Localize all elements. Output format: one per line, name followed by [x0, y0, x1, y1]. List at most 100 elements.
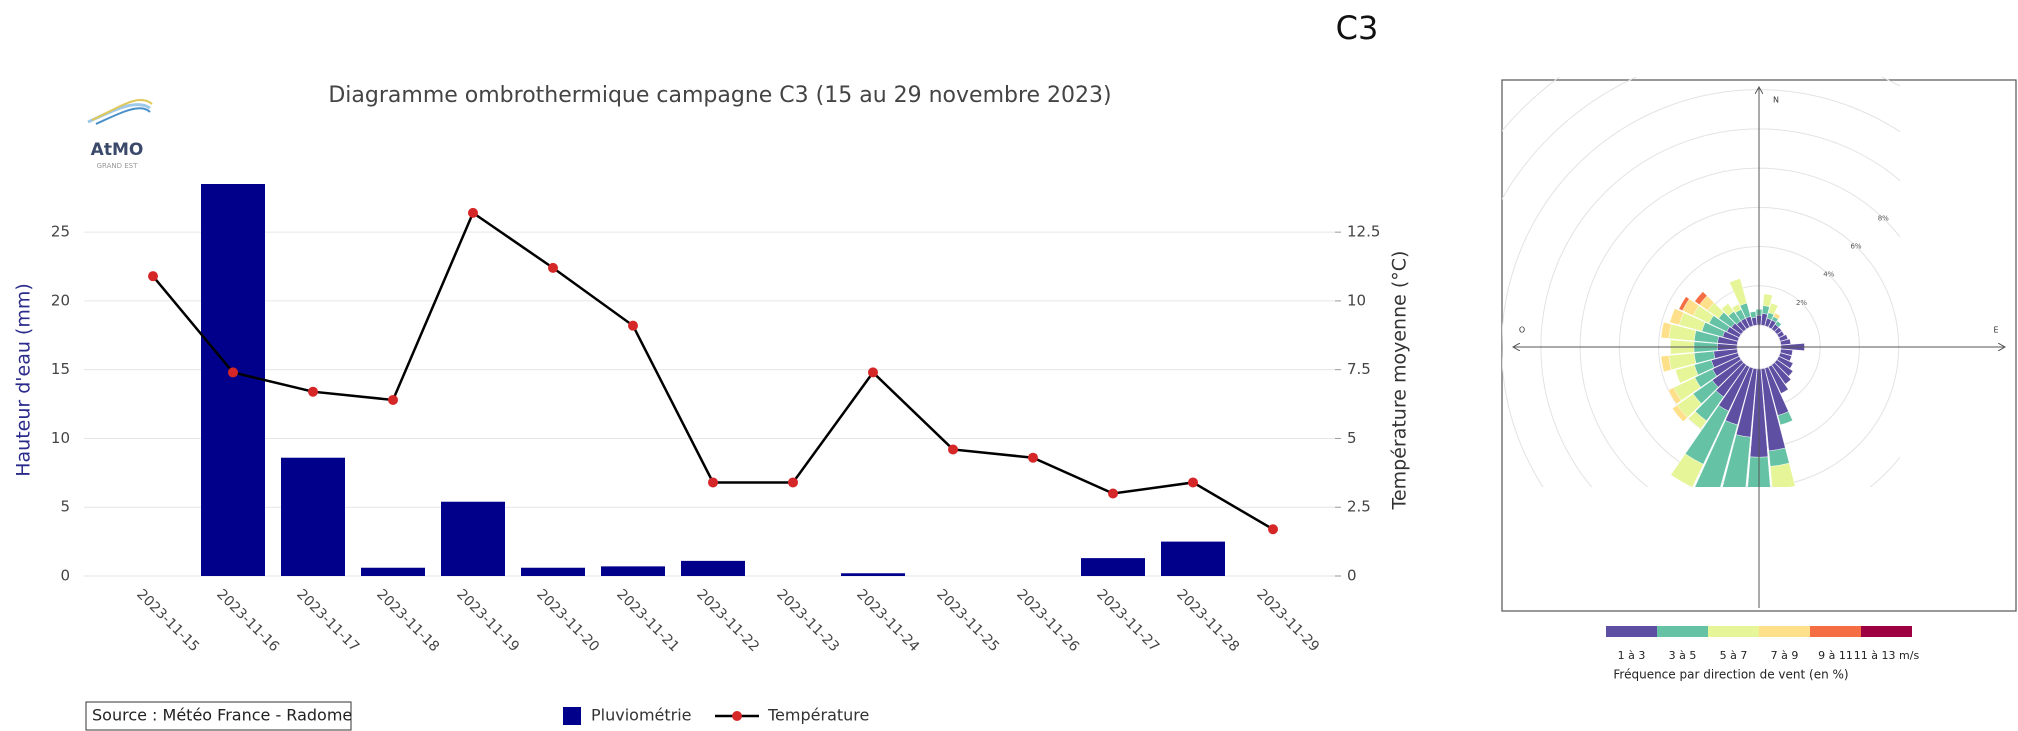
x-tick-label: 2023-11-15: [133, 586, 202, 655]
wedge: [1780, 338, 1791, 346]
x-tick-label: 2023-11-21: [613, 586, 682, 655]
x-tick-label: 2023-11-20: [533, 586, 602, 655]
wedge: [1678, 296, 1690, 311]
y-tick-label: 10: [51, 429, 70, 447]
bar: [361, 567, 425, 576]
wedge: [1778, 334, 1789, 342]
legend-label: 3 à 5: [1669, 649, 1697, 662]
direction-label: E: [1993, 326, 1998, 335]
wedge: [1774, 327, 1783, 335]
wedge: [1762, 293, 1773, 307]
y2-tick-label: 12.5: [1347, 223, 1380, 241]
wedge: [1668, 387, 1682, 405]
y-tick-label: 25: [51, 223, 70, 241]
direction-label: O: [1519, 326, 1525, 335]
x-tick-label: 2023-11-27: [1093, 586, 1162, 655]
y2-tick-label: 0: [1347, 567, 1357, 585]
legend-swatch: [1657, 626, 1708, 637]
legend-label: 11 à 13 m/s: [1854, 649, 1920, 662]
x-tick-label: 2023-11-18: [373, 586, 442, 655]
legend-label: 9 à 11: [1818, 649, 1853, 662]
marker: [1268, 524, 1278, 535]
rose-plot: 2%4%6%8%10%12%14%16%18%: [1502, 77, 1900, 487]
marker: [308, 386, 318, 397]
wedge: [1694, 291, 1708, 305]
wedge: [1729, 278, 1748, 306]
marker: [788, 477, 798, 488]
legend-label: 7 à 9: [1771, 649, 1799, 662]
x-tick-label: 2023-11-24: [853, 586, 922, 655]
y2-tick-label: 7.5: [1347, 360, 1371, 378]
bar: [601, 566, 665, 576]
bar: [201, 184, 265, 576]
wedge: [1777, 411, 1793, 426]
marker: [948, 444, 958, 455]
bar: [441, 501, 505, 576]
wedge: [1776, 330, 1785, 338]
marker: [1108, 488, 1118, 499]
wedge: [1780, 348, 1793, 356]
y-tick-label: 0: [60, 567, 70, 585]
bar: [281, 457, 345, 576]
wedge: [1770, 462, 1796, 487]
y-tick-label: 20: [51, 291, 70, 309]
marker: [228, 367, 238, 378]
wedge: [1721, 303, 1735, 317]
wedge: [1768, 364, 1789, 394]
y2-tick-label: 5: [1347, 429, 1357, 447]
legend-swatch: [732, 711, 742, 721]
logo: AtMO GRAND EST: [87, 99, 153, 170]
marker: [628, 320, 638, 331]
legend-swatch: [1759, 626, 1810, 637]
y-axis-title: Hauteur d'eau (mm): [13, 283, 35, 477]
legend-label: Température: [767, 706, 869, 725]
r-tick-label: 2%: [1796, 299, 1807, 307]
source: Source : Météo France - Radome: [92, 706, 352, 725]
wedge: [1776, 356, 1794, 369]
r-tick-label: 4%: [1823, 271, 1834, 279]
y2-axis-title: Température moyenne (°C): [1389, 251, 1411, 511]
marker: [548, 262, 558, 273]
y2-tick-label: 10: [1347, 291, 1366, 309]
wedge: [1778, 352, 1792, 362]
marker: [1188, 477, 1198, 488]
x-tick-label: 2023-11-23: [773, 586, 842, 655]
legend-label: Pluviométrie: [591, 706, 692, 725]
marker: [1028, 452, 1038, 463]
source-box: [85, 701, 352, 731]
bar: [521, 567, 585, 576]
wedge: [1670, 453, 1704, 487]
legend-swatch: [1606, 626, 1657, 637]
r-tick-label: 8%: [1878, 214, 1889, 222]
x-tick-label: 2023-11-28: [1173, 586, 1242, 655]
wedge: [1749, 311, 1757, 319]
x-tick-label: 2023-11-19: [453, 586, 522, 655]
bar: [681, 560, 745, 576]
y-tick-label: 5: [60, 498, 70, 516]
wedge: [1771, 362, 1792, 385]
legend-label: 5 à 7: [1720, 649, 1748, 662]
x-tick-label: 2023-11-25: [933, 586, 1002, 655]
y2-tick-label: 2.5: [1347, 498, 1371, 516]
legend-label: 1 à 3: [1618, 649, 1646, 662]
wedge: [1660, 355, 1672, 373]
marker: [868, 367, 878, 378]
wedge: [1688, 411, 1707, 430]
bar: [1161, 541, 1225, 576]
wedge: [1722, 434, 1751, 487]
direction-label: N: [1773, 96, 1779, 105]
legend-swatch: [1708, 626, 1759, 637]
rose-legend-title: Fréquence par direction de vent (en %): [1613, 668, 1848, 682]
r-tick-label: 6%: [1850, 243, 1861, 251]
chart-title: Diagramme ombrothermique campagne C3 (15…: [328, 83, 1111, 108]
marker: [388, 394, 398, 405]
legend-swatch: [1861, 626, 1912, 637]
x-tick-label: 2023-11-26: [1013, 586, 1082, 655]
legend-swatch: [1810, 626, 1861, 637]
page-title: C3: [1336, 9, 1379, 47]
wedge: [1660, 321, 1672, 339]
marker: [148, 271, 158, 282]
